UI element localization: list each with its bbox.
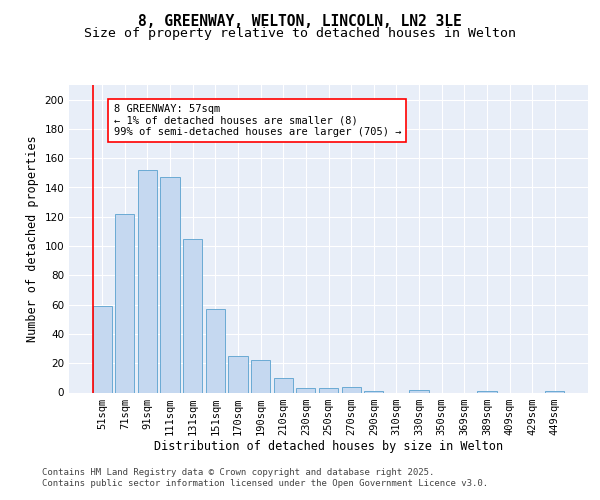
- Text: 8, GREENWAY, WELTON, LINCOLN, LN2 3LE: 8, GREENWAY, WELTON, LINCOLN, LN2 3LE: [138, 14, 462, 29]
- Bar: [92, 306, 112, 392]
- Bar: [115, 214, 134, 392]
- Bar: [229, 356, 248, 393]
- Bar: [364, 391, 383, 392]
- Y-axis label: Number of detached properties: Number of detached properties: [26, 136, 39, 342]
- Bar: [545, 391, 565, 392]
- Bar: [274, 378, 293, 392]
- Bar: [160, 178, 180, 392]
- Bar: [296, 388, 316, 392]
- Bar: [341, 386, 361, 392]
- Bar: [319, 388, 338, 392]
- Bar: [251, 360, 270, 392]
- Text: 8 GREENWAY: 57sqm
← 1% of detached houses are smaller (8)
99% of semi-detached h: 8 GREENWAY: 57sqm ← 1% of detached house…: [113, 104, 401, 137]
- Bar: [409, 390, 428, 392]
- Bar: [183, 239, 202, 392]
- Text: Size of property relative to detached houses in Welton: Size of property relative to detached ho…: [84, 28, 516, 40]
- Bar: [138, 170, 157, 392]
- X-axis label: Distribution of detached houses by size in Welton: Distribution of detached houses by size …: [154, 440, 503, 454]
- Bar: [477, 391, 497, 392]
- Text: Contains HM Land Registry data © Crown copyright and database right 2025.
Contai: Contains HM Land Registry data © Crown c…: [42, 468, 488, 487]
- Bar: [206, 309, 225, 392]
